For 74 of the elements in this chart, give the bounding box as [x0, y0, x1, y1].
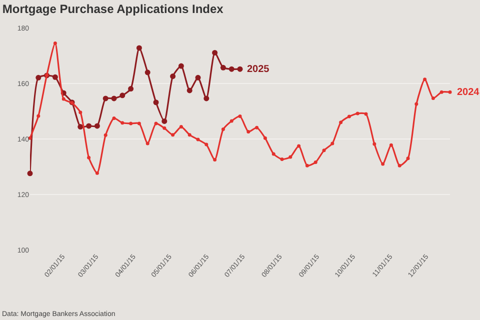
- point: [288, 155, 292, 159]
- point: [162, 126, 166, 130]
- point: [78, 110, 82, 114]
- point: [297, 144, 301, 148]
- series-label: 2024: [457, 87, 480, 98]
- point: [431, 96, 435, 100]
- point: [27, 170, 33, 176]
- point: [188, 133, 192, 137]
- point: [171, 133, 175, 137]
- point: [128, 86, 134, 92]
- point: [255, 126, 259, 130]
- point: [263, 136, 267, 140]
- point: [230, 119, 234, 123]
- point: [104, 133, 108, 137]
- point: [86, 123, 92, 129]
- point: [406, 156, 410, 160]
- point: [414, 102, 418, 106]
- point: [246, 130, 250, 134]
- point: [347, 114, 351, 118]
- point: [314, 160, 318, 164]
- point: [372, 142, 376, 146]
- point: [111, 96, 117, 102]
- point: [238, 114, 242, 118]
- point: [280, 158, 284, 162]
- point: [221, 128, 225, 132]
- point: [322, 148, 326, 152]
- point: [305, 164, 309, 168]
- point: [120, 121, 124, 125]
- point: [153, 100, 159, 106]
- point: [398, 164, 402, 168]
- point: [137, 122, 141, 126]
- point: [186, 88, 192, 94]
- chart-title: Mortgage Purchase Applications Index: [2, 2, 224, 16]
- point: [178, 63, 184, 69]
- point: [440, 90, 444, 94]
- point: [36, 114, 40, 118]
- point: [356, 112, 360, 116]
- point: [423, 78, 427, 82]
- point: [220, 64, 226, 70]
- point: [102, 96, 108, 102]
- point: [204, 142, 208, 146]
- point: [339, 120, 343, 124]
- point: [112, 116, 116, 120]
- point: [87, 156, 91, 160]
- point: [162, 118, 168, 124]
- series-label: 2025: [247, 64, 270, 75]
- point: [95, 171, 99, 175]
- point: [381, 162, 385, 166]
- point: [120, 92, 126, 98]
- point: [195, 74, 201, 80]
- point: [53, 42, 57, 46]
- point: [389, 143, 393, 147]
- point: [330, 142, 334, 146]
- point: [170, 74, 176, 80]
- point: [129, 122, 133, 126]
- point: [364, 112, 368, 116]
- point: [448, 90, 452, 94]
- point: [154, 122, 158, 126]
- point: [179, 125, 183, 129]
- point: [36, 74, 42, 80]
- point: [272, 152, 276, 156]
- point: [62, 97, 66, 101]
- point: [144, 70, 150, 76]
- point: [52, 74, 58, 80]
- point: [228, 66, 234, 72]
- point: [78, 124, 84, 130]
- point: [237, 66, 243, 72]
- point: [204, 96, 210, 102]
- point: [196, 138, 200, 142]
- point: [136, 45, 142, 51]
- point: [146, 142, 150, 146]
- point: [213, 158, 217, 162]
- point: [94, 123, 100, 129]
- point: [212, 50, 218, 56]
